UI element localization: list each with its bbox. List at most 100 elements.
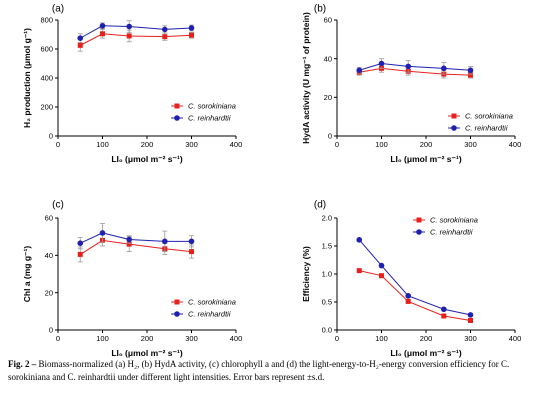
x-tick-label: 400	[509, 334, 522, 343]
legend-label-reinhardtii: C. reinhardtii	[188, 310, 231, 319]
legend-label-reinhardtii: C. reinhardtii	[430, 228, 473, 237]
legend-marker-reinhardtii	[174, 115, 180, 121]
y-tick-label: 40	[45, 251, 53, 260]
panel-label: (b)	[314, 4, 326, 15]
x-axis-title: LI₀ (μmol m⁻² s⁻¹)	[390, 348, 462, 358]
x-axis-title: LI₀ (μmol m⁻² s⁻¹)	[111, 348, 183, 358]
panel-label: (d)	[314, 200, 326, 211]
y-axis-title: H₂ production (μmol g⁻¹)	[22, 28, 32, 128]
x-tick-label: 0	[335, 140, 339, 149]
legend-label-sorokiniana: C. sorokiniana	[188, 298, 236, 307]
data-point-sorokiniana	[126, 241, 132, 247]
y-axis-title: Chl a (mg g⁻¹)	[22, 246, 32, 303]
data-point-sorokiniana	[126, 33, 132, 39]
panel-label: (a)	[52, 4, 64, 15]
x-tick-label: 200	[141, 140, 154, 149]
y-tick-label: 60	[45, 214, 53, 223]
data-point-sorokiniana	[189, 32, 194, 38]
y-tick-label: 600	[40, 45, 53, 54]
chart-panel-4: (d) 0 100 200 300 400 0.0 0.5 1.0 1.5 2.0 LI₀ (μmol…	[301, 200, 521, 358]
chart-panel-3: (c) 0 100 200 300 400 0 20 40 60 LI₀ (μmol m⁻² s⁻¹…	[22, 200, 242, 358]
legend-label-reinhardtii: C. reinhardtii	[465, 124, 508, 133]
data-point-reinhardtii	[405, 293, 412, 299]
data-point-sorokiniana	[162, 34, 168, 40]
x-tick-label: 300	[185, 140, 198, 149]
data-point-sorokiniana	[405, 298, 411, 304]
y-tick-label: 0	[49, 326, 53, 335]
data-point-sorokiniana	[100, 31, 105, 37]
data-point-sorokiniana	[189, 249, 194, 255]
y-tick-label: 1.5	[322, 242, 332, 251]
legend-marker-sorokiniana	[416, 217, 422, 223]
y-tick-label: 0	[49, 132, 53, 141]
x-tick-label: 400	[230, 140, 243, 149]
x-axis-title: LI₀ (μmol m⁻² s⁻¹)	[111, 154, 183, 164]
y-axis-title: Efficiency (%)	[301, 246, 311, 302]
panel-label: (c)	[52, 200, 64, 211]
data-point-reinhardtii	[467, 67, 474, 74]
data-point-sorokiniana	[77, 251, 83, 257]
data-point-reinhardtii	[441, 65, 447, 72]
legend-label-sorokiniana: C. sorokiniana	[465, 112, 513, 121]
y-tick-label: 800	[40, 16, 53, 25]
legend-label-sorokiniana: C. sorokiniana	[430, 216, 478, 225]
x-tick-label: 300	[464, 334, 477, 343]
y-tick-label: 0	[328, 132, 332, 141]
y-tick-label: 0.0	[322, 326, 332, 335]
y-tick-label: 0.5	[322, 298, 332, 307]
data-point-reinhardtii	[77, 240, 84, 246]
data-point-reinhardtii	[77, 35, 84, 41]
legend-marker-reinhardtii	[174, 311, 180, 317]
y-tick-label: 20	[324, 93, 332, 102]
legend-marker-reinhardtii	[451, 125, 457, 131]
data-point-reinhardtii	[405, 63, 412, 70]
legend-label-sorokiniana: C. sorokiniana	[188, 102, 236, 111]
x-tick-label: 200	[420, 334, 433, 343]
data-point-reinhardtii	[356, 67, 363, 74]
y-tick-label: 40	[324, 54, 332, 63]
y-tick-label: 2.0	[322, 214, 332, 223]
x-tick-label: 100	[96, 140, 109, 149]
legend-marker-reinhardtii	[416, 229, 422, 235]
series-line-reinhardtii	[358, 239, 471, 316]
x-tick-label: 300	[185, 334, 198, 343]
data-point-reinhardtii	[441, 306, 447, 313]
data-point-reinhardtii	[356, 237, 363, 243]
x-tick-label: 0	[56, 140, 60, 149]
series-line-sorokiniana	[80, 33, 192, 46]
data-point-sorokiniana	[441, 313, 447, 319]
series-line-sorokiniana	[79, 239, 192, 255]
data-point-sorokiniana	[77, 42, 83, 48]
figure-caption: Fig. 2 – Biomass-normalized (a) H₂, (b) …	[8, 358, 548, 384]
legend-label-reinhardtii: C. reinhardtii	[188, 114, 231, 123]
y-tick-label: 200	[40, 103, 53, 112]
data-point-sorokiniana	[379, 273, 384, 279]
y-tick-label: 1.0	[322, 270, 332, 279]
legend-marker-sorokiniana	[174, 103, 180, 109]
data-point-reinhardtii	[126, 23, 132, 30]
data-point-sorokiniana	[468, 317, 473, 323]
x-tick-label: 400	[230, 334, 243, 343]
x-tick-label: 200	[141, 334, 154, 343]
x-tick-label: 100	[375, 140, 388, 149]
y-tick-label: 20	[45, 288, 53, 297]
data-point-reinhardtii	[378, 60, 385, 67]
data-point-sorokiniana	[468, 72, 473, 78]
y-axis-title: HydA activity (U mg⁻¹ of protein)	[301, 12, 311, 144]
caption-text: Biomass-normalized (a) H₂, (b) HydA acti…	[8, 359, 510, 382]
legend-marker-sorokiniana	[174, 299, 180, 305]
x-tick-label: 300	[464, 140, 477, 149]
data-point-sorokiniana	[356, 268, 362, 274]
data-point-reinhardtii	[162, 26, 168, 33]
x-tick-label: 0	[56, 334, 60, 343]
data-point-reinhardtii	[467, 312, 474, 318]
data-point-reinhardtii	[162, 238, 168, 245]
data-point-reinhardtii	[99, 23, 106, 29]
x-tick-label: 100	[375, 334, 388, 343]
data-point-reinhardtii	[188, 238, 195, 245]
y-tick-label: 60	[324, 16, 332, 25]
x-tick-label: 400	[509, 140, 522, 149]
series-line-sorokiniana	[359, 270, 471, 321]
data-point-reinhardtii	[126, 236, 132, 243]
